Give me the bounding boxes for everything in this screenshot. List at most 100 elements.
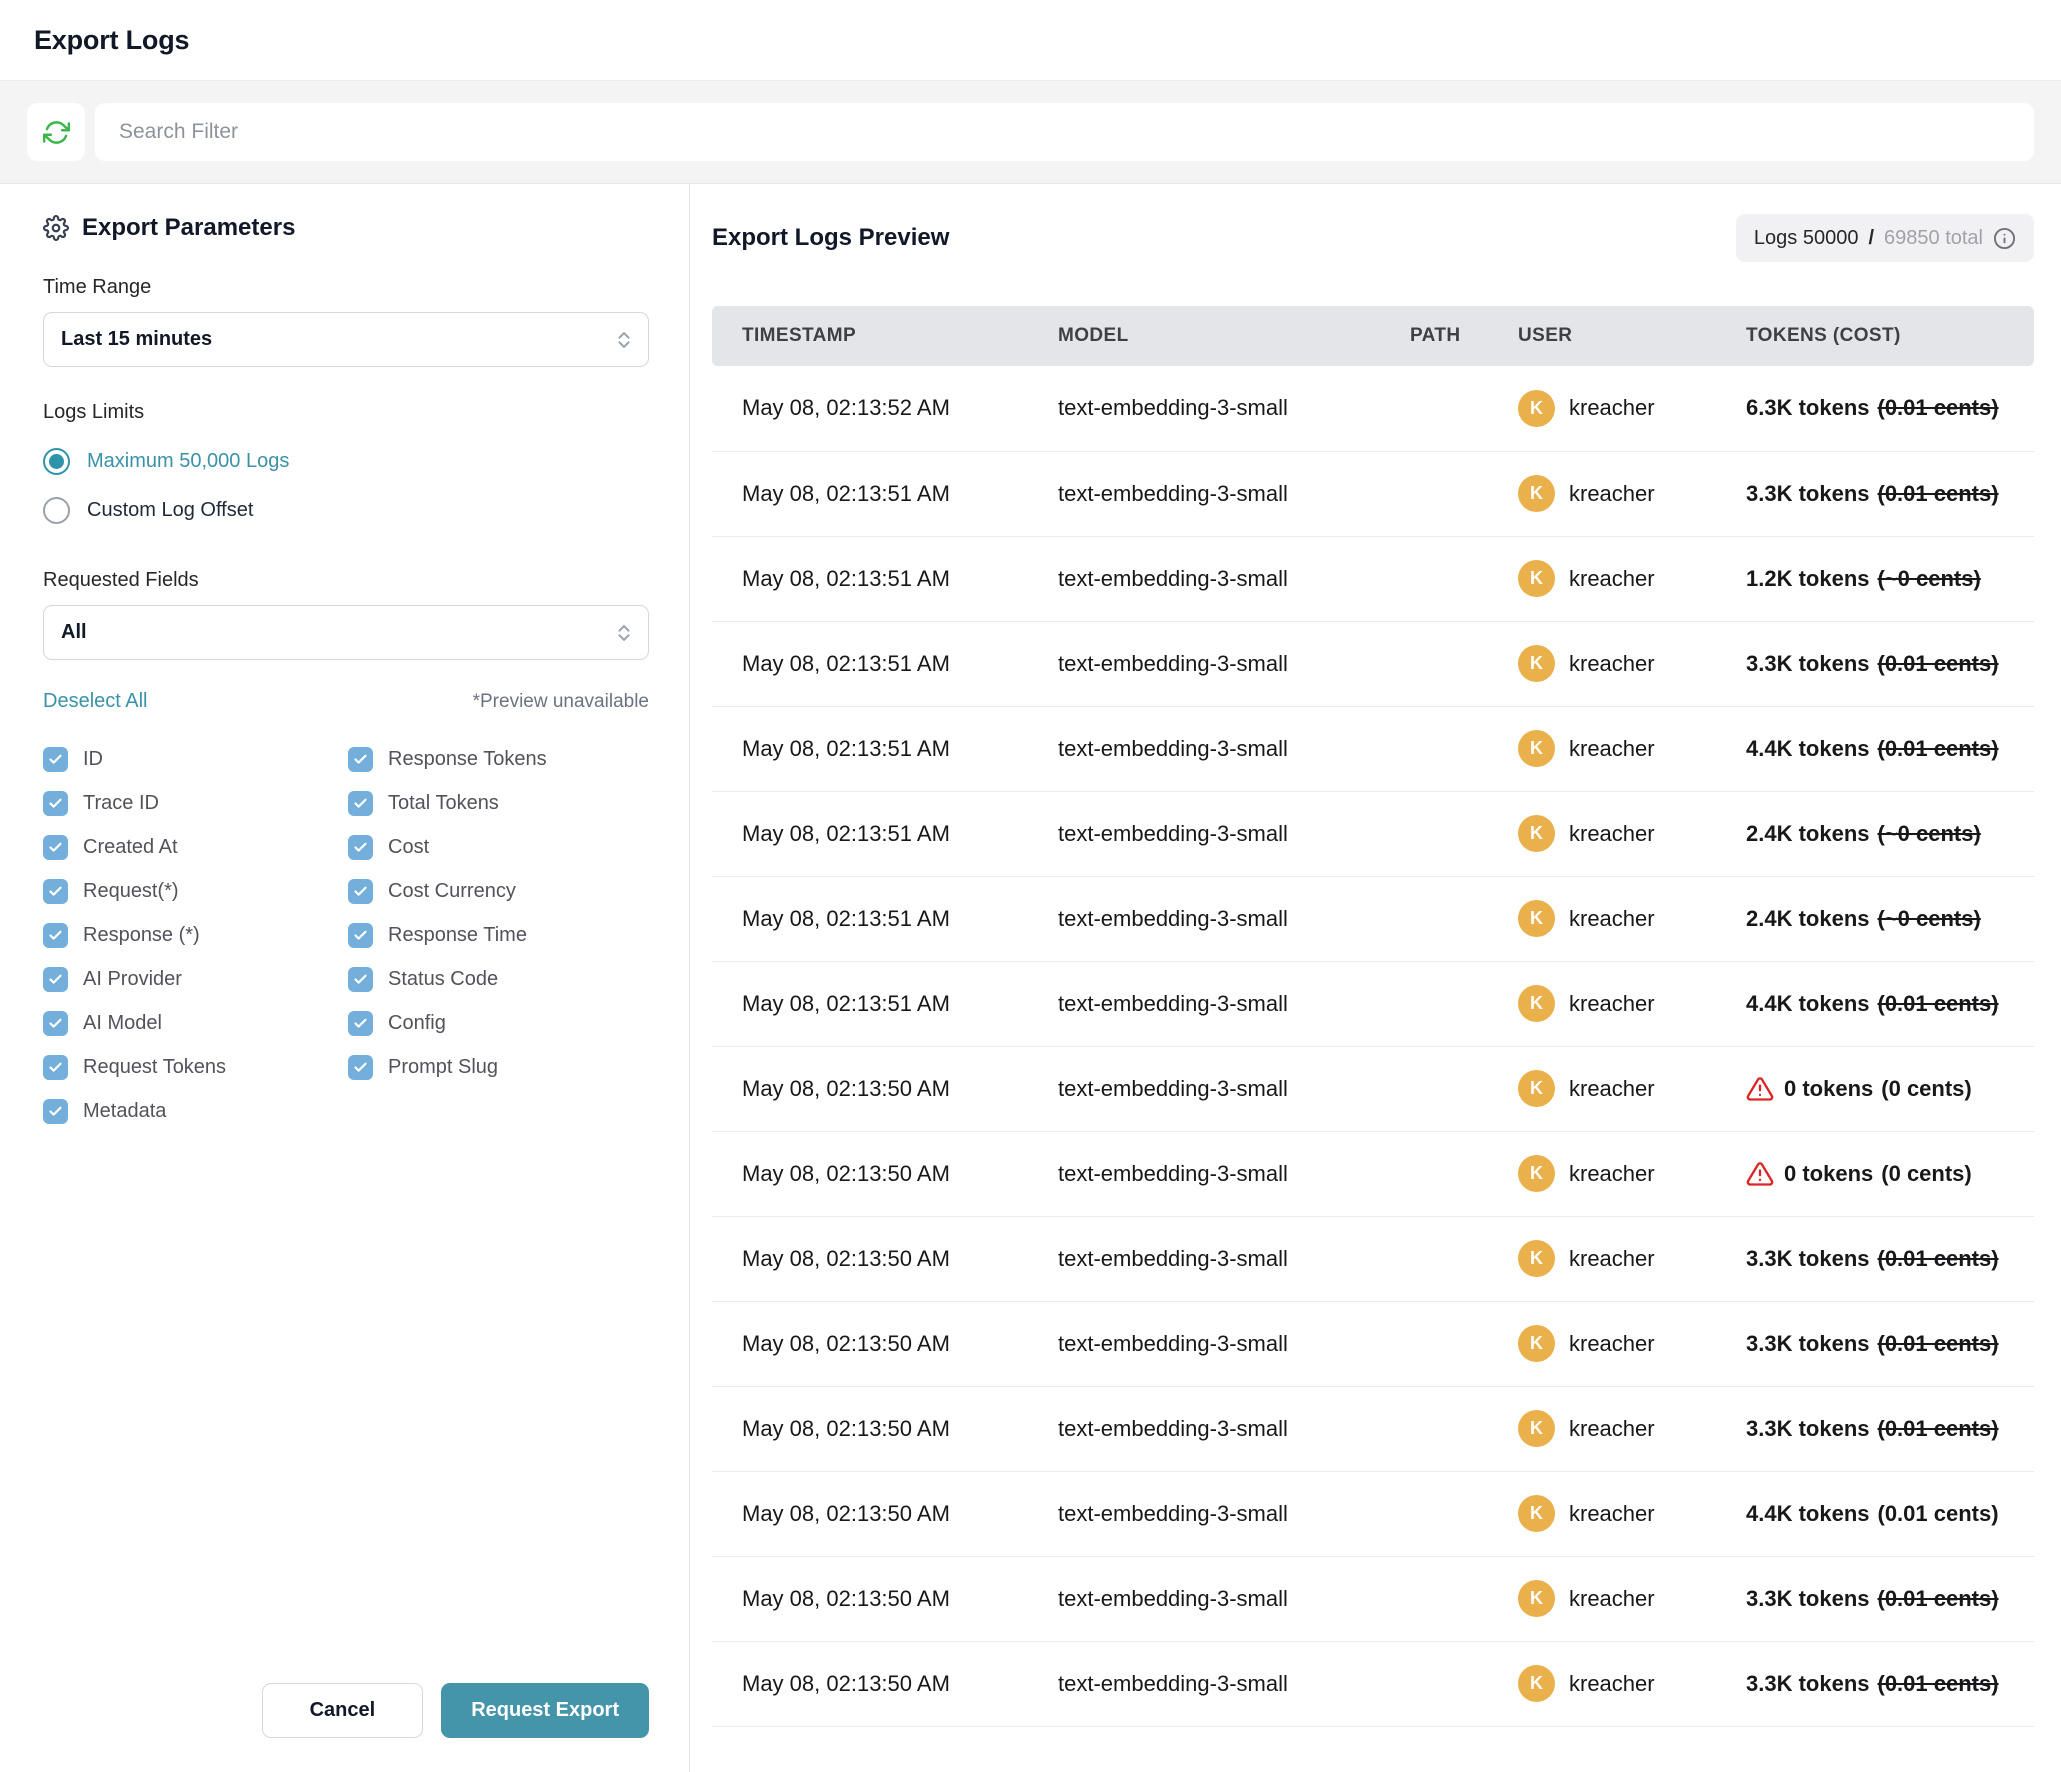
request-export-button[interactable]: Request Export [441, 1683, 649, 1738]
field-label: AI Provider [83, 967, 182, 990]
checkbox-checked-icon[interactable] [348, 746, 373, 772]
chevron-up-down-icon [613, 622, 635, 644]
field-checkbox-item[interactable]: Response Time [348, 913, 547, 957]
gear-icon [43, 215, 69, 241]
field-checkbox-item[interactable]: AI Provider [43, 957, 348, 1001]
log-row[interactable]: May 08, 02:13:50 AM text-embedding-3-sma… [712, 1556, 2034, 1641]
checkbox-checked-icon[interactable] [348, 966, 373, 992]
checkbox-checked-icon[interactable] [43, 1010, 68, 1036]
log-row[interactable]: May 08, 02:13:50 AM text-embedding-3-sma… [712, 1471, 2034, 1556]
field-checkbox-item[interactable]: AI Model [43, 1001, 348, 1045]
field-checkbox-item[interactable]: Prompt Slug [348, 1045, 547, 1089]
avatar: K [1518, 560, 1555, 597]
checkbox-checked-icon[interactable] [43, 878, 68, 904]
deselect-all-link[interactable]: Deselect All [43, 690, 148, 712]
log-row[interactable]: May 08, 02:13:50 AM text-embedding-3-sma… [712, 1641, 2034, 1726]
checkbox-checked-icon[interactable] [43, 746, 68, 772]
cancel-button[interactable]: Cancel [261, 1683, 424, 1738]
checkbox-checked-icon[interactable] [43, 834, 68, 860]
preview-table-body: May 08, 02:13:52 AM text-embedding-3-sma… [712, 366, 2034, 1726]
field-checkbox-item[interactable]: Config [348, 1001, 547, 1045]
radio-custom-offset[interactable]: Custom Log Offset [43, 486, 649, 535]
checkbox-checked-icon[interactable] [348, 878, 373, 904]
radio-label: Custom Log Offset [87, 499, 254, 521]
field-checkbox-item[interactable]: Request(*) [43, 869, 348, 913]
tokens-cost: (0.01 cents) [1877, 1245, 1999, 1271]
refresh-button[interactable] [27, 103, 85, 161]
cell-path [1410, 876, 1518, 961]
log-row[interactable]: May 08, 02:13:50 AM text-embedding-3-sma… [712, 1131, 2034, 1216]
avatar: K [1518, 1580, 1555, 1617]
field-checkbox-item[interactable]: Request Tokens [43, 1045, 348, 1089]
time-range-select[interactable]: Last 15 minutes [43, 312, 649, 367]
table-header-row: TIMESTAMP MODEL PATH USER TOKENS (COST) [712, 306, 2034, 366]
radio-maximum-logs[interactable]: Maximum 50,000 Logs [43, 437, 649, 486]
radio-unselected-icon [43, 497, 70, 524]
avatar: K [1518, 900, 1555, 937]
field-checkbox-item[interactable]: ID [43, 737, 348, 781]
log-row[interactable]: May 08, 02:13:50 AM text-embedding-3-sma… [712, 1301, 2034, 1386]
checkbox-checked-icon[interactable] [43, 922, 68, 948]
cell-tokens: 0 tokens (0 cents) [1746, 1075, 2034, 1103]
field-checkbox-item[interactable]: Cost [348, 825, 547, 869]
field-checkbox-item[interactable]: Cost Currency [348, 869, 547, 913]
info-icon[interactable] [1993, 227, 2016, 250]
log-row[interactable]: May 08, 02:13:51 AM text-embedding-3-sma… [712, 536, 2034, 621]
field-label: Response Tokens [388, 747, 547, 770]
log-row[interactable]: May 08, 02:13:51 AM text-embedding-3-sma… [712, 706, 2034, 791]
cell-model: text-embedding-3-small [1058, 1075, 1288, 1101]
log-row[interactable]: May 08, 02:13:50 AM text-embedding-3-sma… [712, 1386, 2034, 1471]
log-row[interactable]: May 08, 02:13:50 AM text-embedding-3-sma… [712, 1046, 2034, 1131]
log-row[interactable]: May 08, 02:13:51 AM text-embedding-3-sma… [712, 791, 2034, 876]
log-row[interactable]: May 08, 02:13:51 AM text-embedding-3-sma… [712, 451, 2034, 536]
logs-total: 69850 total [1884, 226, 1983, 249]
checkbox-checked-icon[interactable] [43, 1054, 68, 1080]
export-logs-preview-panel: Export Logs Preview Logs 50000 / 69850 t… [690, 184, 2061, 1772]
export-parameters-heading: Export Parameters [43, 214, 649, 242]
field-label: Status Code [388, 967, 499, 990]
log-row[interactable]: May 08, 02:13:51 AM text-embedding-3-sma… [712, 621, 2034, 706]
avatar: K [1518, 389, 1555, 427]
checkbox-checked-icon[interactable] [348, 790, 373, 816]
cell-user-name: kreacher [1569, 1330, 1655, 1356]
checkbox-checked-icon[interactable] [348, 1054, 373, 1080]
column-header-tokens: TOKENS (COST) [1746, 306, 2034, 366]
field-checkbox-item[interactable]: Response (*) [43, 913, 348, 957]
cell-user-name: kreacher [1569, 1160, 1655, 1186]
cell-timestamp: May 08, 02:13:50 AM [742, 1500, 950, 1526]
cell-timestamp: May 08, 02:13:51 AM [742, 820, 950, 846]
log-row[interactable]: May 08, 02:13:50 AM text-embedding-3-sma… [712, 1216, 2034, 1301]
checkbox-checked-icon[interactable] [348, 834, 373, 860]
cell-timestamp: May 08, 02:13:51 AM [742, 990, 950, 1016]
checkbox-checked-icon[interactable] [43, 966, 68, 992]
field-checkbox-item[interactable]: Metadata [43, 1089, 348, 1133]
field-checkbox-item[interactable]: Created At [43, 825, 348, 869]
field-label: Metadata [83, 1099, 167, 1122]
field-checkbox-item[interactable]: Response Tokens [348, 737, 547, 781]
checkbox-checked-icon[interactable] [43, 1098, 68, 1124]
log-row[interactable]: May 08, 02:13:51 AM text-embedding-3-sma… [712, 961, 2034, 1046]
cell-user: K kreacher [1518, 645, 1746, 682]
cell-user: K kreacher [1518, 1240, 1746, 1277]
log-row[interactable]: May 08, 02:13:51 AM text-embedding-3-sma… [712, 876, 2034, 961]
log-row[interactable]: May 08, 02:13:52 AM text-embedding-3-sma… [712, 366, 2034, 451]
checkbox-checked-icon[interactable] [43, 790, 68, 816]
field-checkbox-item[interactable]: Status Code [348, 957, 547, 1001]
tokens-text: 6.3K tokens [1746, 395, 1870, 421]
checkbox-checked-icon[interactable] [348, 922, 373, 948]
cell-user-name: kreacher [1569, 1500, 1655, 1526]
field-checkbox-item[interactable]: Total Tokens [348, 781, 547, 825]
requested-fields-select[interactable]: All [43, 605, 649, 660]
logs-count-badge: Logs 50000 / 69850 total [1735, 214, 2034, 262]
cell-model: text-embedding-3-small [1058, 1245, 1288, 1271]
cell-user: K kreacher [1518, 1155, 1746, 1192]
tokens-cost: (0 cents) [1881, 1075, 1972, 1101]
cell-user-name: kreacher [1569, 650, 1655, 676]
content-area: Export Parameters Time Range Last 15 min… [0, 184, 2061, 1772]
checkbox-checked-icon[interactable] [348, 1010, 373, 1036]
logs-limits-group: Maximum 50,000 Logs Custom Log Offset [43, 437, 649, 535]
tokens-text: 4.4K tokens [1746, 1500, 1870, 1526]
field-checkbox-item[interactable]: Trace ID [43, 781, 348, 825]
cell-user: K kreacher [1518, 730, 1746, 767]
search-input[interactable] [95, 103, 2034, 161]
